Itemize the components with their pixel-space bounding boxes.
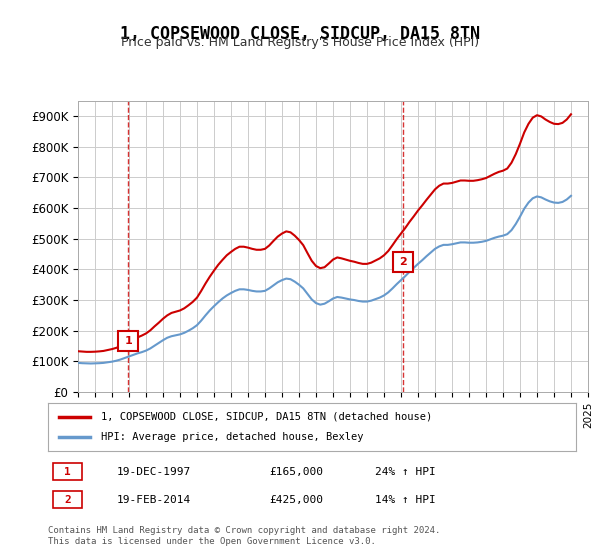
Text: 24% ↑ HPI: 24% ↑ HPI [376,467,436,477]
Text: 1, COPSEWOOD CLOSE, SIDCUP, DA15 8TN (detached house): 1, COPSEWOOD CLOSE, SIDCUP, DA15 8TN (de… [101,412,432,422]
Text: 19-FEB-2014: 19-FEB-2014 [116,495,191,505]
Text: Contains HM Land Registry data © Crown copyright and database right 2024.
This d: Contains HM Land Registry data © Crown c… [48,526,440,546]
Text: £165,000: £165,000 [270,467,324,477]
Text: 2: 2 [399,256,407,267]
FancyBboxPatch shape [53,463,82,480]
Text: £425,000: £425,000 [270,495,324,505]
Text: 19-DEC-1997: 19-DEC-1997 [116,467,191,477]
Text: 14% ↑ HPI: 14% ↑ HPI [376,495,436,505]
FancyBboxPatch shape [53,491,82,508]
Text: 1, COPSEWOOD CLOSE, SIDCUP, DA15 8TN: 1, COPSEWOOD CLOSE, SIDCUP, DA15 8TN [120,25,480,43]
Text: Price paid vs. HM Land Registry's House Price Index (HPI): Price paid vs. HM Land Registry's House … [121,36,479,49]
Text: 1: 1 [64,467,71,477]
Text: 1: 1 [124,337,132,347]
Text: HPI: Average price, detached house, Bexley: HPI: Average price, detached house, Bexl… [101,432,364,442]
Text: 2: 2 [64,495,71,505]
